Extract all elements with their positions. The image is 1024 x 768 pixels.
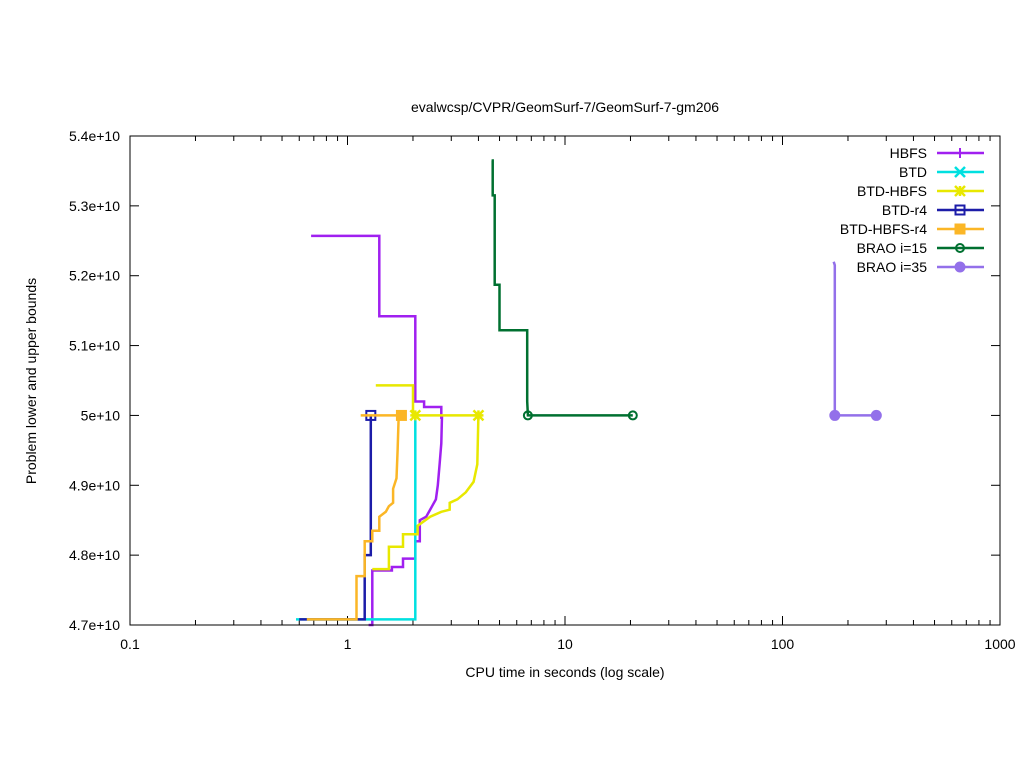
series-line [375,384,479,417]
axis-ticks: 4.7e+10 4.8e+10 4.9e+10 5e+10 5.1e+10 5.2e+10… [69,128,1016,652]
x-tick-label: 1 [344,636,352,652]
data-point-marker [954,223,966,235]
legend-label: BRAO i=35 [857,259,928,275]
y-tick-label: 4.7e+10 [69,617,120,633]
chart-title: evalwcsp/CVPR/GeomSurf-7/GeomSurf-7-gm20… [411,99,719,115]
data-point-marker [829,409,841,421]
plot-frame [129,135,1001,626]
x-tick-label: 0.1 [120,636,140,652]
data-point-marker [472,409,485,422]
series-line [311,234,443,419]
plot-area [296,159,882,627]
legend-label: BTD [899,164,927,180]
y-tick-label: 5.4e+10 [69,128,120,144]
x-tick-label: 1000 [984,636,1015,652]
x-tick-label: 10 [557,636,573,652]
legend-entry: HBFS [890,145,984,161]
x-tick-label: 100 [771,636,795,652]
data-point-marker [627,410,638,421]
series-line [832,261,877,417]
legend-entry: BTD [899,164,984,180]
series-line [491,159,633,417]
y-tick-label: 5.3e+10 [69,198,120,214]
legend-label: BTD-r4 [882,202,927,218]
data-point-marker [955,148,965,158]
x-axis-label: CPU time in seconds (log scale) [465,664,664,680]
data-point-marker [395,409,407,421]
data-point-marker [870,409,882,421]
data-point-marker [409,409,422,422]
y-tick-label: 5e+10 [81,407,121,423]
series-line [368,415,444,627]
series-line [306,414,405,621]
legend-entry: BRAO i=15 [857,240,984,256]
series-btd-hbfs [372,384,485,571]
legend-entry: BTD-HBFS-r4 [840,221,984,237]
legend: HBFS BTD BTD-HBFS BTD-r4 BTD-HBFS-r4 BRAO i=1… [840,145,984,275]
series-btd-hbfs-r4 [306,409,407,621]
legend-entry: BTD-r4 [882,202,984,218]
legend-label: BRAO i=15 [857,240,928,256]
series-brao-i-15 [491,159,638,421]
legend-entry: BRAO i=35 [857,259,984,275]
legend-label: BTD-HBFS-r4 [840,221,927,237]
y-tick-label: 5.2e+10 [69,268,120,284]
legend-label: BTD-HBFS [857,183,927,199]
data-point-marker [954,204,966,216]
legend-entry: BTD-HBFS [857,183,984,199]
data-point-marker [955,243,965,253]
series-btd-r4 [299,409,377,621]
legend-label: HBFS [890,145,927,161]
data-point-marker [522,410,533,421]
y-tick-label: 5.1e+10 [69,338,120,354]
series-line [372,415,480,571]
series-brao-i-35 [829,261,882,421]
y-tick-label: 4.9e+10 [69,477,120,493]
data-point-marker [954,166,966,178]
series-line [299,415,373,621]
y-axis-label: Problem lower and upper bounds [23,278,39,484]
series-hbfs [311,234,444,627]
y-tick-label: 4.8e+10 [69,547,120,563]
data-point-marker [954,185,966,197]
data-point-marker [954,261,966,273]
